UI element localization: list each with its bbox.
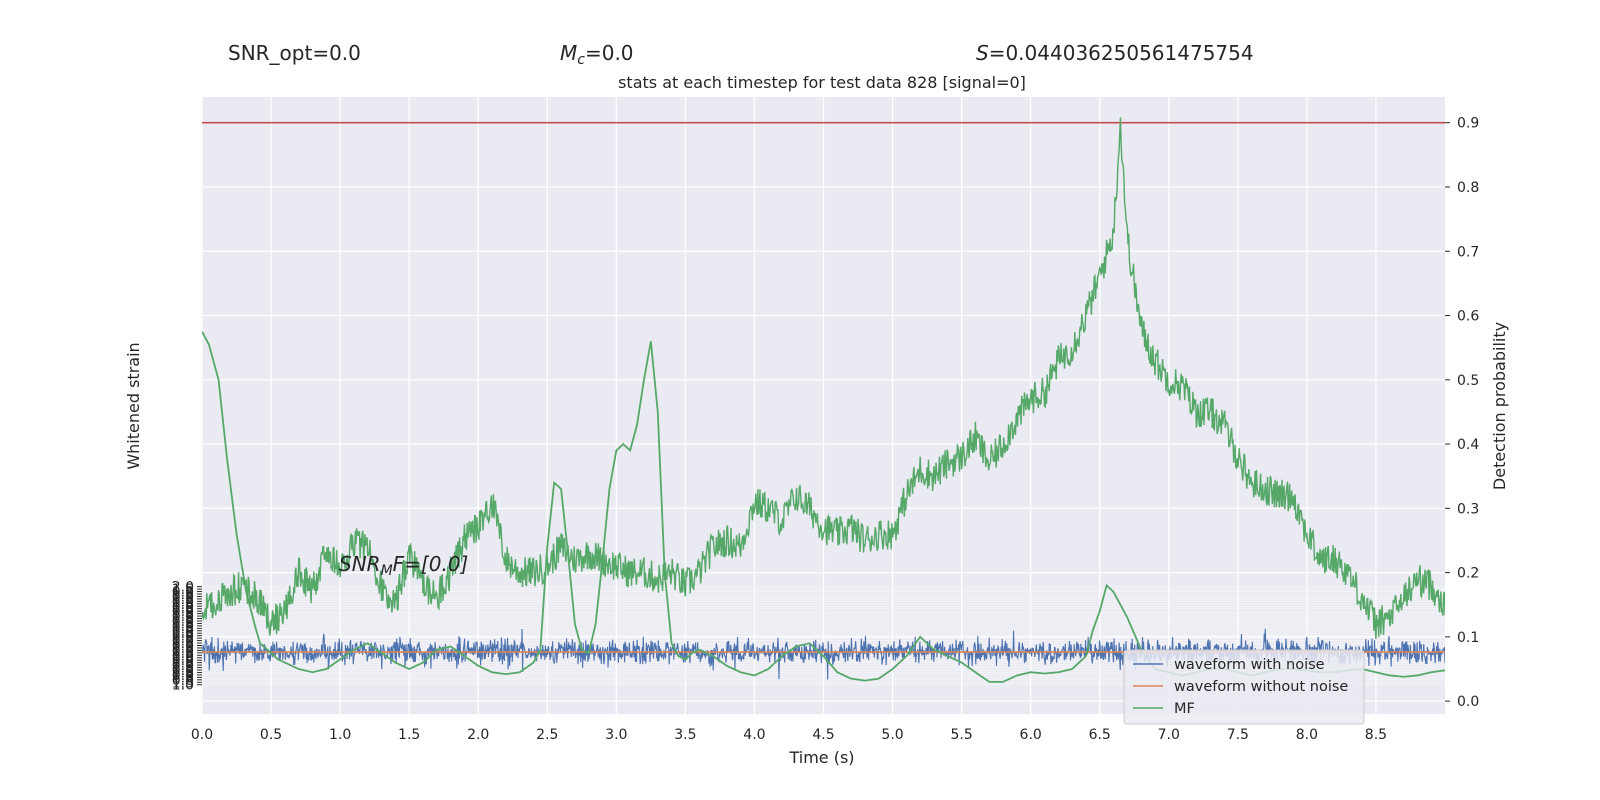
x-tick-label: 0.5 <box>260 727 282 743</box>
left-tick-label: 0.0 <box>172 648 194 664</box>
x-tick-label: 8.0 <box>1296 727 1318 743</box>
right-tick-label: 0.1 <box>1457 630 1479 646</box>
left-tick-label: 0.0 <box>172 634 194 650</box>
x-tick-label: 7.0 <box>1158 727 1180 743</box>
left-tick-label: 1.5 <box>172 675 194 691</box>
left-tick-label: 1.5 <box>172 621 194 637</box>
right-tick-label: 0.0 <box>1457 694 1479 710</box>
legend-label-noise: waveform with noise <box>1174 657 1325 673</box>
chirp-mass-label: Mc=0.0 <box>560 41 634 68</box>
left-tick-labels: 1.01.50.01.50.01.50.01.50.01.50.01.50.01… <box>172 580 202 694</box>
x-tick-label: 2.0 <box>467 727 489 743</box>
x-tick-label: 4.5 <box>812 727 834 743</box>
right-tick-label: 0.3 <box>1457 501 1479 517</box>
left-tick-label: 1.5 <box>172 641 194 657</box>
x-tick-label: 2.5 <box>536 727 558 743</box>
left-tick-label: 2.0 <box>172 580 194 596</box>
left-tick-label: 1.5 <box>172 592 194 608</box>
right-axis-label: Detection probability <box>1490 322 1509 490</box>
x-tick-label: 6.0 <box>1020 727 1042 743</box>
right-tick-label: 0.4 <box>1457 437 1479 453</box>
left-tick-label: 1.5 <box>172 636 194 652</box>
x-tick-label: 7.5 <box>1227 727 1249 743</box>
left-tick-label: 0.0 <box>172 619 194 635</box>
left-tick-label: 1.5 <box>172 646 194 662</box>
x-tick-label: 6.5 <box>1089 727 1111 743</box>
x-tick-label: 1.0 <box>329 727 351 743</box>
left-tick-label: 1.5 <box>172 665 194 681</box>
left-tick-label: 1.5 <box>172 616 194 632</box>
left-tick-label: 0.0 <box>172 653 194 669</box>
x-tick-label: 3.0 <box>605 727 627 743</box>
legend-label-clean: waveform without noise <box>1174 679 1348 695</box>
left-tick-label: 1.5 <box>172 656 194 672</box>
left-tick-label: 0.0 <box>172 604 194 620</box>
right-tick-label: 0.6 <box>1457 309 1479 325</box>
left-axis-label: Whitened strain <box>124 342 143 469</box>
left-tick-label: 0.0 <box>172 629 194 645</box>
left-tick-label: 1.5 <box>172 661 194 677</box>
series-detection-probability <box>202 117 1445 640</box>
left-tick-label: 0.0 <box>172 585 194 601</box>
left-tick-label: 0.0 <box>172 624 194 640</box>
left-tick-label: 0.0 <box>172 609 194 625</box>
left-tick-label: 0.0 <box>172 643 194 659</box>
left-tick-label: 0.0 <box>172 658 194 674</box>
x-tick-labels: 0.0 0.5 1.0 1.5 2.0 2.5 3.0 3.5 4.0 4.5 5.0 5.5 6.0 6… <box>191 727 1387 743</box>
x-tick-label: 5.5 <box>950 727 972 743</box>
left-tick-label: 1.5 <box>172 651 194 667</box>
left-tick-label: 0.0 <box>172 594 194 610</box>
snr-opt-label: SNR_opt=0.0 <box>228 41 361 65</box>
right-tick-label: 0.8 <box>1457 180 1479 196</box>
left-tick-label: 1.5 <box>172 602 194 618</box>
left-tick-label: 0.0 <box>172 614 194 630</box>
left-tick-label: 1.5 <box>172 582 194 598</box>
x-tick-label: 1.5 <box>398 727 420 743</box>
left-tick-label: 0.0 <box>172 668 194 684</box>
series-waveform-with-noise <box>202 628 1445 680</box>
x-tick-label: 4.0 <box>743 727 765 743</box>
left-tick-label: 1.5 <box>172 670 194 686</box>
legend-box <box>1123 649 1365 725</box>
left-tick-label: 0.0 <box>172 673 194 689</box>
s-statistic-label: S=0.044036250561475754 <box>976 41 1254 65</box>
x-tick-label: 3.5 <box>674 727 696 743</box>
left-tick-label: 1.5 <box>172 607 194 623</box>
right-tick-label: 0.2 <box>1457 566 1479 582</box>
x-tick-label: 0.0 <box>191 727 213 743</box>
right-tick-label: 0.5 <box>1457 373 1479 389</box>
left-tick-label: 0.0 <box>172 663 194 679</box>
x-tick-label: 8.5 <box>1365 727 1387 743</box>
right-tick-label: 0.9 <box>1457 116 1479 132</box>
left-tick-label: 1.5 <box>172 612 194 628</box>
left-tick-label: 1.5 <box>172 597 194 613</box>
legend-label-mf: MF <box>1174 701 1195 717</box>
snr-mf-annotation: SNRMF=[0.0] <box>339 552 468 579</box>
left-tick-label: 1.5 <box>172 587 194 603</box>
legend: waveform with noise waveform without noi… <box>1123 649 1365 725</box>
left-tick-label: 0.0 <box>172 599 194 615</box>
left-tick-label: 1.5 <box>172 626 194 642</box>
right-tick-label: 0.7 <box>1457 244 1479 260</box>
left-tick-label: 1.5 <box>172 631 194 647</box>
left-tick-label: 0.0 <box>172 589 194 605</box>
left-tick-label: 1.0 <box>172 678 194 694</box>
chart-title: stats at each timestep for test data 828… <box>618 73 1026 92</box>
left-tick-label: 0.0 <box>172 638 194 654</box>
right-tick-labels: 0.0 0.1 0.2 0.3 0.4 0.5 0.6 0.7 0.8 0.9 <box>1445 116 1479 710</box>
x-tick-label: 5.0 <box>881 727 903 743</box>
x-axis-label: Time (s) <box>788 748 854 767</box>
